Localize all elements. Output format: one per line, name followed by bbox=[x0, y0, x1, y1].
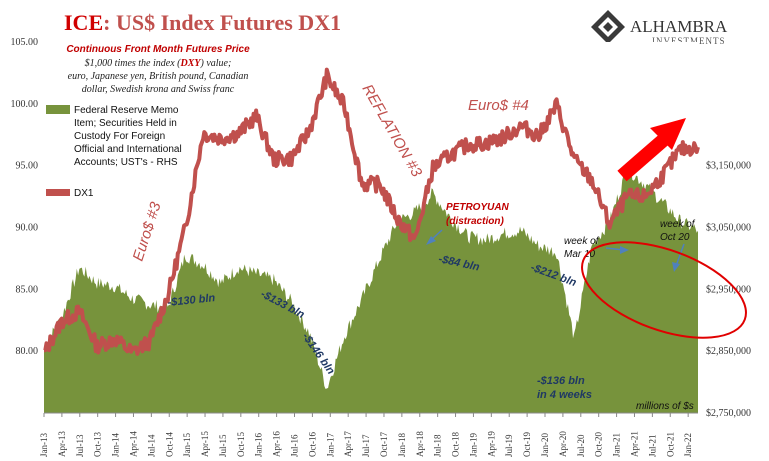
x-tick-label: Apr-18 bbox=[415, 431, 425, 457]
x-tick-label: Jul-14 bbox=[146, 434, 156, 457]
x-tick-label: Oct-18 bbox=[451, 432, 461, 457]
ann-petroyuan: PETROYUAN bbox=[446, 202, 510, 213]
dx1-line bbox=[43, 67, 700, 356]
title-prefix: ICE bbox=[64, 10, 103, 35]
ann-units: millions of $s bbox=[636, 401, 694, 412]
left-axis: 80.00 85.00 90.00 95.00 100.00 105.00 bbox=[11, 37, 39, 357]
x-tick-label: Apr-14 bbox=[128, 431, 138, 457]
note-line2a: $1,000 times the index ( bbox=[85, 58, 181, 69]
note-line2: $1,000 times the index (DXY) value; bbox=[85, 58, 232, 69]
legend-fed-line4: Official and International bbox=[74, 144, 182, 155]
legend-fed-swatch bbox=[46, 105, 70, 114]
x-tick-label: Apr-16 bbox=[272, 431, 282, 457]
note-line3: euro, Japanese yen, British pound, Canad… bbox=[68, 71, 249, 82]
x-axis: Jan-13 Apr-13 Jul-13 Oct-13 Jan-14 Apr-14 Jul-… bbox=[39, 413, 693, 457]
x-tick-label: Jul-18 bbox=[433, 434, 443, 457]
x-tick-label: Jul-20 bbox=[576, 434, 586, 457]
arrow-petroyuan-head-icon bbox=[426, 236, 436, 245]
x-tick-label: Jan-19 bbox=[468, 433, 478, 457]
x-tick-label: Jul-13 bbox=[75, 434, 85, 457]
title-rest: : US$ Index Futures DX1 bbox=[103, 10, 341, 35]
right-tick-label: $3,050,000 bbox=[706, 223, 751, 234]
x-tick-label: Apr-21 bbox=[629, 431, 639, 457]
x-tick-label: Oct-16 bbox=[307, 432, 317, 457]
x-tick-label: Oct-17 bbox=[379, 432, 389, 457]
logo-name: ALHAMBRA bbox=[630, 17, 728, 36]
arrow-oct20-head-icon bbox=[672, 262, 680, 272]
fed-custody-series bbox=[44, 165, 698, 413]
legend-fed-line2: Item; Securities Held in bbox=[74, 118, 177, 129]
arrow-oct20-icon bbox=[675, 243, 685, 267]
right-tick-label: $3,150,000 bbox=[706, 161, 751, 172]
x-tick-label: Jan-13 bbox=[39, 433, 49, 457]
chart-title: ICE: US$ Index Futures DX1 bbox=[64, 10, 341, 35]
x-tick-label: Apr-15 bbox=[200, 431, 210, 457]
note-line2b: DXY bbox=[179, 58, 201, 69]
note-line4: dollar, Swedish krona and Swiss franc bbox=[82, 84, 235, 95]
legend-fed-line5: Accounts; UST's - RHS bbox=[74, 157, 178, 168]
ann-week-mar10-line1: week of bbox=[564, 236, 600, 247]
left-tick-label: 85.00 bbox=[16, 284, 39, 295]
ann-week-oct20-line2: Oct 20 bbox=[660, 232, 690, 243]
x-tick-label: Jul-17 bbox=[361, 434, 371, 457]
chart-notes: Continuous Front Month Futures Price $1,… bbox=[66, 44, 250, 95]
legend-fed-line1: Federal Reserve Memo bbox=[74, 105, 179, 116]
left-tick-label: 90.00 bbox=[16, 223, 39, 234]
logo-emblem-icon bbox=[591, 10, 625, 44]
x-tick-label: Jan-16 bbox=[254, 433, 264, 457]
legend-dx1-swatch bbox=[46, 189, 70, 196]
fed-custody-area bbox=[44, 165, 698, 413]
x-tick-label: Jan-17 bbox=[325, 433, 335, 457]
right-tick-label: $2,950,000 bbox=[706, 284, 751, 295]
x-tick-label: Apr-17 bbox=[343, 431, 353, 457]
right-axis: $2,750,000 $2,850,000 $2,950,000 $3,050,000… bbox=[706, 161, 751, 419]
x-tick-label: Oct-15 bbox=[236, 432, 246, 457]
right-tick-label: $2,750,000 bbox=[706, 408, 751, 419]
left-tick-label: 100.00 bbox=[11, 99, 39, 110]
x-tick-label: Jan-15 bbox=[182, 433, 192, 457]
ann-week-mar10-line2: Mar 10 bbox=[564, 249, 596, 260]
left-tick-label: 95.00 bbox=[16, 161, 39, 172]
x-tick-label: Jan-18 bbox=[397, 433, 407, 457]
ann-distraction: (distraction) bbox=[446, 216, 504, 227]
x-tick-label: Jan-14 bbox=[111, 433, 121, 457]
x-tick-label: Oct-13 bbox=[93, 432, 103, 457]
x-tick-label: Jul-16 bbox=[290, 434, 300, 457]
legend-fed-line3: Custody For Foreign bbox=[74, 131, 165, 142]
left-tick-label: 80.00 bbox=[16, 346, 39, 357]
x-tick-label: Oct-21 bbox=[665, 432, 675, 457]
arrow-mar10-head-icon bbox=[620, 246, 629, 254]
note-line2c: ) value; bbox=[199, 58, 231, 69]
x-tick-label: Oct-14 bbox=[164, 432, 174, 457]
ann-136bln: -$136 bln bbox=[537, 375, 585, 387]
x-tick-label: Jan-20 bbox=[540, 433, 550, 457]
legend-dx1-label: DX1 bbox=[74, 188, 94, 199]
legend: Federal Reserve Memo Item; Securities He… bbox=[46, 105, 182, 199]
x-tick-label: Jul-19 bbox=[504, 434, 514, 457]
dx1-series bbox=[43, 67, 700, 356]
x-tick-label: Oct-20 bbox=[594, 432, 604, 457]
x-tick-label: Jul-21 bbox=[647, 435, 657, 458]
red-trend-arrow-icon bbox=[617, 118, 686, 182]
x-tick-label: Apr-20 bbox=[558, 431, 568, 457]
ann-week-oct20-line1: week of bbox=[660, 219, 696, 230]
x-tick-label: Jul-15 bbox=[218, 434, 228, 457]
alhambra-logo: ALHAMBRA INVESTMENTS bbox=[591, 10, 728, 46]
x-tick-label: Apr-19 bbox=[486, 431, 496, 457]
x-tick-label: Jan-21 bbox=[612, 433, 622, 457]
ann-euro4: Euro$ #4 bbox=[468, 97, 529, 114]
note-line1: Continuous Front Month Futures Price bbox=[66, 44, 250, 55]
x-tick-label: Oct-19 bbox=[522, 432, 532, 457]
logo-sub: INVESTMENTS bbox=[652, 36, 726, 46]
x-tick-label: Apr-13 bbox=[57, 431, 67, 457]
right-tick-label: $2,850,000 bbox=[706, 346, 751, 357]
left-tick-label: 105.00 bbox=[11, 37, 39, 48]
ann-130bln: -$130 bln bbox=[167, 292, 216, 309]
ann-4weeks: in 4 weeks bbox=[537, 389, 592, 401]
x-tick-label: Jan-22 bbox=[683, 433, 693, 457]
highlight-ellipse bbox=[581, 241, 747, 339]
